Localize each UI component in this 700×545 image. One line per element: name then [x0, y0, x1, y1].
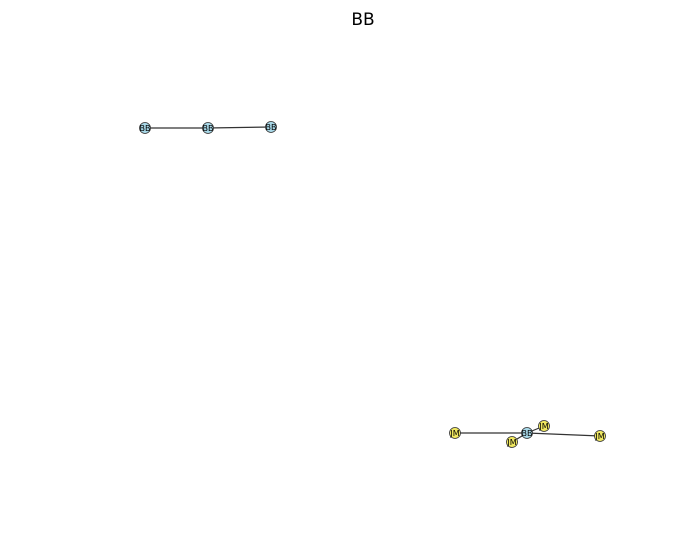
node-label: JM — [449, 429, 459, 438]
node-bb1: BB — [139, 122, 151, 134]
node-jm3: JM — [538, 420, 550, 432]
node-circle — [538, 420, 550, 432]
node-label: BB — [140, 124, 151, 133]
node-circle — [265, 121, 277, 133]
graph-title: BB — [351, 10, 374, 30]
node-circle — [521, 427, 533, 439]
node-label: BB — [266, 123, 277, 132]
edge-layer — [145, 126, 601, 443]
node-bb2: BB — [202, 122, 214, 134]
node-jm2: JM — [506, 436, 518, 448]
node-circle — [449, 427, 461, 439]
node-label: BB — [522, 429, 533, 438]
edge-bb4-jm4 — [526, 432, 601, 437]
node-circle — [139, 122, 151, 134]
node-label: BB — [203, 124, 214, 133]
node-circle — [594, 430, 606, 442]
node-bb3: BB — [265, 121, 277, 133]
node-circle — [506, 436, 518, 448]
node-jm1: JM — [449, 427, 461, 439]
node-bb4: BB — [521, 427, 533, 439]
node-label: JM — [506, 438, 516, 447]
node-label: JM — [538, 422, 548, 431]
node-layer: BB BB BB BB JM JM JM JM — [139, 121, 606, 448]
edge-bb2-bb3 — [207, 126, 272, 129]
node-circle — [202, 122, 214, 134]
node-jm4: JM — [594, 430, 606, 442]
node-label: JM — [594, 432, 604, 441]
